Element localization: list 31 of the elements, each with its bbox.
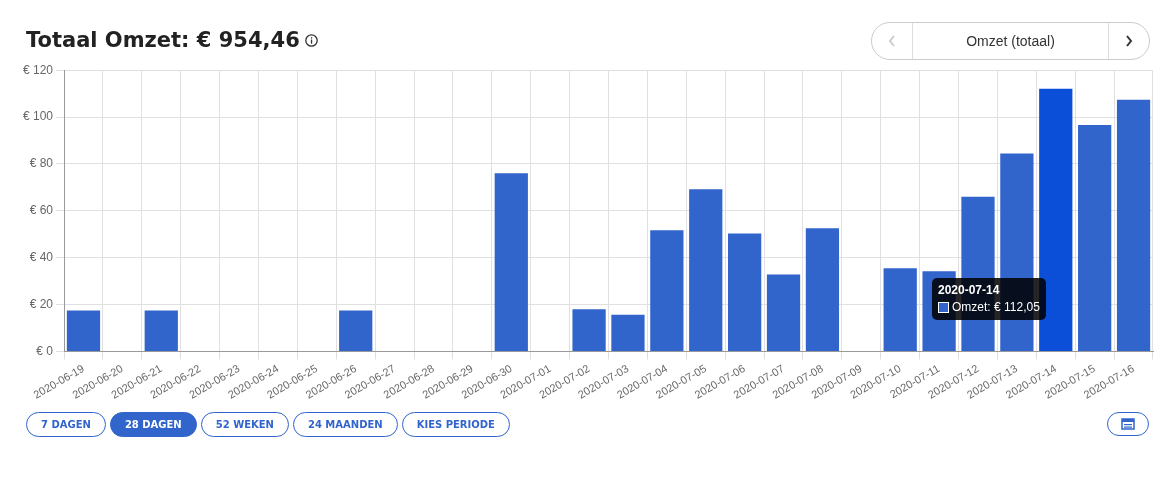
annotation: Omzet: € 112,05 bbox=[952, 299, 1040, 316]
bar bbox=[66, 310, 101, 351]
bar bbox=[689, 189, 723, 351]
y-tick-label: € 80 bbox=[29, 156, 54, 171]
text: 28 DAGEN bbox=[109, 412, 197, 437]
y-tick-label: € 20 bbox=[29, 296, 54, 311]
text: Omzet (totaal) bbox=[965, 32, 1056, 51]
bar bbox=[650, 230, 684, 351]
bar bbox=[805, 228, 840, 351]
bar bbox=[611, 314, 645, 351]
y-tick-label: € 0 bbox=[36, 343, 54, 358]
y-tick-label: € 40 bbox=[29, 250, 54, 264]
bar bbox=[728, 233, 762, 351]
annotation: 2020-07-14 bbox=[938, 282, 1001, 299]
bar bbox=[1116, 99, 1151, 351]
y-tick-label: € 60 bbox=[29, 203, 54, 218]
bar bbox=[144, 310, 178, 351]
bar bbox=[766, 274, 801, 351]
bar bbox=[1039, 88, 1073, 351]
y-tick-label: € 120 bbox=[23, 62, 54, 77]
bar bbox=[494, 173, 528, 351]
text: 52 WEKEN bbox=[200, 412, 289, 437]
text: 24 MAANDEN bbox=[292, 412, 398, 437]
bar bbox=[1078, 125, 1112, 351]
y-tick-label: € 100 bbox=[23, 109, 54, 124]
text: 7 DAGEN bbox=[26, 412, 106, 437]
bar bbox=[883, 268, 917, 351]
chart-title: Totaal Omzet: € 954,46 bbox=[26, 28, 300, 52]
bar bbox=[339, 310, 373, 351]
text: KIES PERIODE bbox=[401, 412, 510, 437]
bar bbox=[572, 309, 606, 351]
